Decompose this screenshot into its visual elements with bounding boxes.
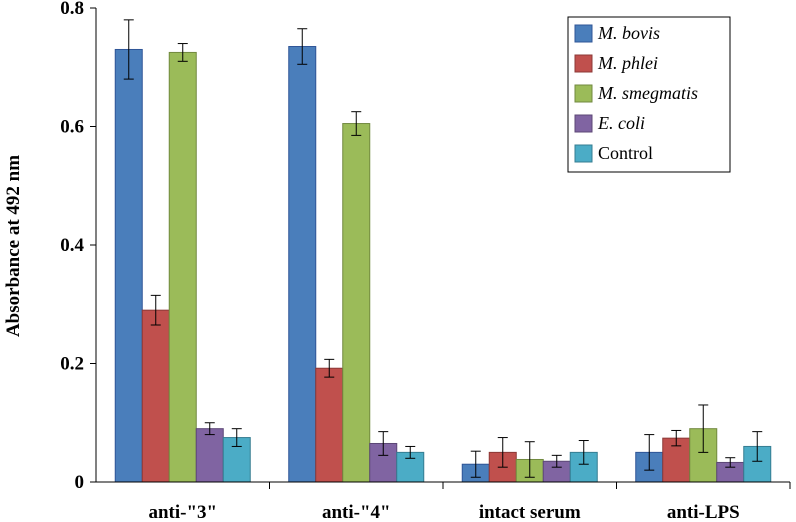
- bar-groups: [114, 19, 772, 483]
- y-axis-label: Absorbance at 492 nm: [3, 155, 24, 337]
- legend-swatch: [574, 84, 593, 103]
- legend-swatch: [574, 24, 593, 43]
- y-tick-label: 0.8: [60, 0, 84, 19]
- legend-label: Control: [598, 143, 653, 163]
- y-ticks: 0 0.2 0.4 0.6 0.8: [60, 0, 96, 493]
- x-tick-label: anti-LPS: [667, 502, 740, 522]
- bar: [315, 367, 344, 483]
- bar: [342, 123, 371, 483]
- x-tick-label: intact serum: [479, 502, 581, 522]
- bar: [288, 46, 317, 483]
- legend-swatch: [574, 144, 593, 163]
- legend-label: M. phlei: [597, 53, 658, 73]
- y-tick-label: 0: [75, 472, 85, 493]
- x-ticks: anti-"3" anti-"4" intact serum anti-LPS: [148, 482, 791, 522]
- legend-box: [567, 16, 731, 173]
- legend-swatch: [574, 54, 593, 73]
- x-tick-label: anti-"4": [322, 502, 391, 522]
- bar: [114, 48, 143, 483]
- y-tick-label: 0.2: [60, 354, 84, 375]
- legend: M. bovis M. phlei M. smegmatis E. coli Contr…: [567, 16, 731, 173]
- bar: [168, 51, 197, 483]
- y-tick-label: 0.6: [60, 117, 84, 138]
- legend-label: M. smegmatis: [597, 83, 698, 103]
- bar: [195, 428, 224, 483]
- bar: [141, 309, 170, 483]
- x-tick-label: anti-"3": [148, 502, 217, 522]
- legend-label: M. bovis: [597, 23, 660, 43]
- legend-swatch: [574, 114, 593, 133]
- legend-label: E. coli: [597, 113, 645, 133]
- y-tick-label: 0.4: [60, 235, 84, 256]
